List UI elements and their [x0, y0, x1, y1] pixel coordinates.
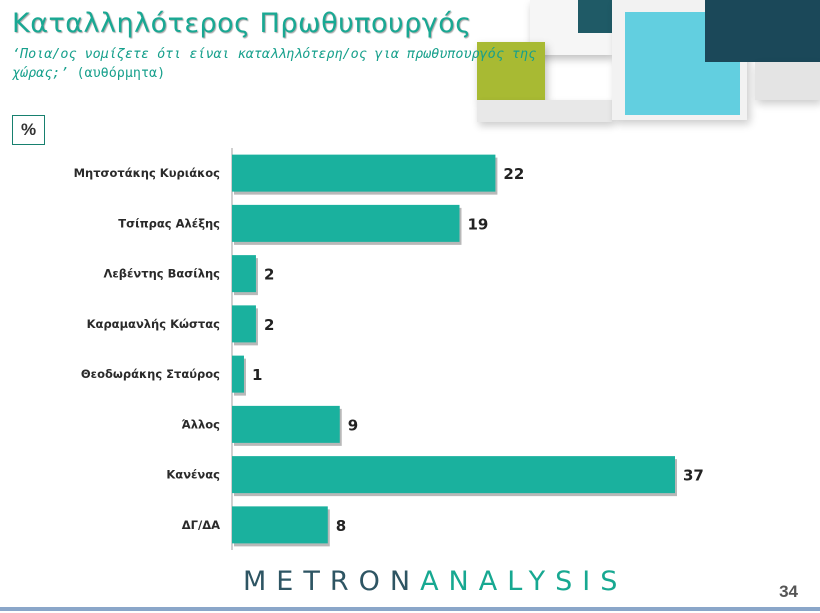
decor-tile-navy [705, 0, 820, 62]
brand-logo: METRONANALYSIS [243, 566, 627, 597]
category-label: ΔΓ/ΔΑ [182, 518, 220, 532]
decor-tile-olive [477, 42, 545, 100]
data-label: 9 [348, 416, 358, 434]
data-label: 2 [264, 266, 274, 284]
data-label: 2 [264, 316, 274, 334]
survey-question: ‘Ποια/ος νομίζετε ότι είναι καταλληλότερ… [12, 47, 537, 81]
page-subtitle: ‘Ποια/ος νομίζετε ότι είναι καταλληλότερ… [12, 45, 572, 83]
survey-note: (αυθόρμητα) [76, 66, 166, 81]
data-label: 19 [467, 215, 488, 233]
brand-name-part2: ANALYSIS [420, 566, 628, 597]
data-label: 1 [252, 366, 262, 384]
bar [232, 305, 256, 343]
page-title: Καταλληλότερος Πρωθυπουργός [12, 8, 472, 39]
bar [232, 355, 244, 393]
bar [232, 405, 340, 443]
category-label: Θεοδωράκης Σταύρος [81, 367, 220, 381]
decor-tile-gray-2 [477, 100, 612, 122]
bar [232, 204, 460, 242]
category-label: Τσίπρας Αλέξης [118, 216, 220, 230]
bar [232, 154, 496, 192]
data-label: 8 [336, 517, 346, 535]
category-label: Καραμανλής Κώστας [87, 317, 221, 331]
unit-label: % [12, 115, 45, 145]
page-number: 34 [779, 582, 798, 601]
category-label: Κανένας [166, 468, 220, 482]
data-label: 37 [683, 467, 704, 485]
bar [232, 456, 675, 494]
bar [232, 506, 328, 544]
data-label: 22 [503, 165, 524, 183]
brand-name-part1: METRON [243, 566, 421, 597]
category-label: Μητσοτάκης Κυριάκος [74, 166, 221, 180]
category-label: Λεβέντης Βασίλης [104, 267, 221, 281]
bottom-divider [0, 607, 820, 611]
category-label: Άλλος [182, 417, 221, 431]
decor-tile-gray-3 [755, 62, 820, 100]
bar [232, 255, 256, 293]
